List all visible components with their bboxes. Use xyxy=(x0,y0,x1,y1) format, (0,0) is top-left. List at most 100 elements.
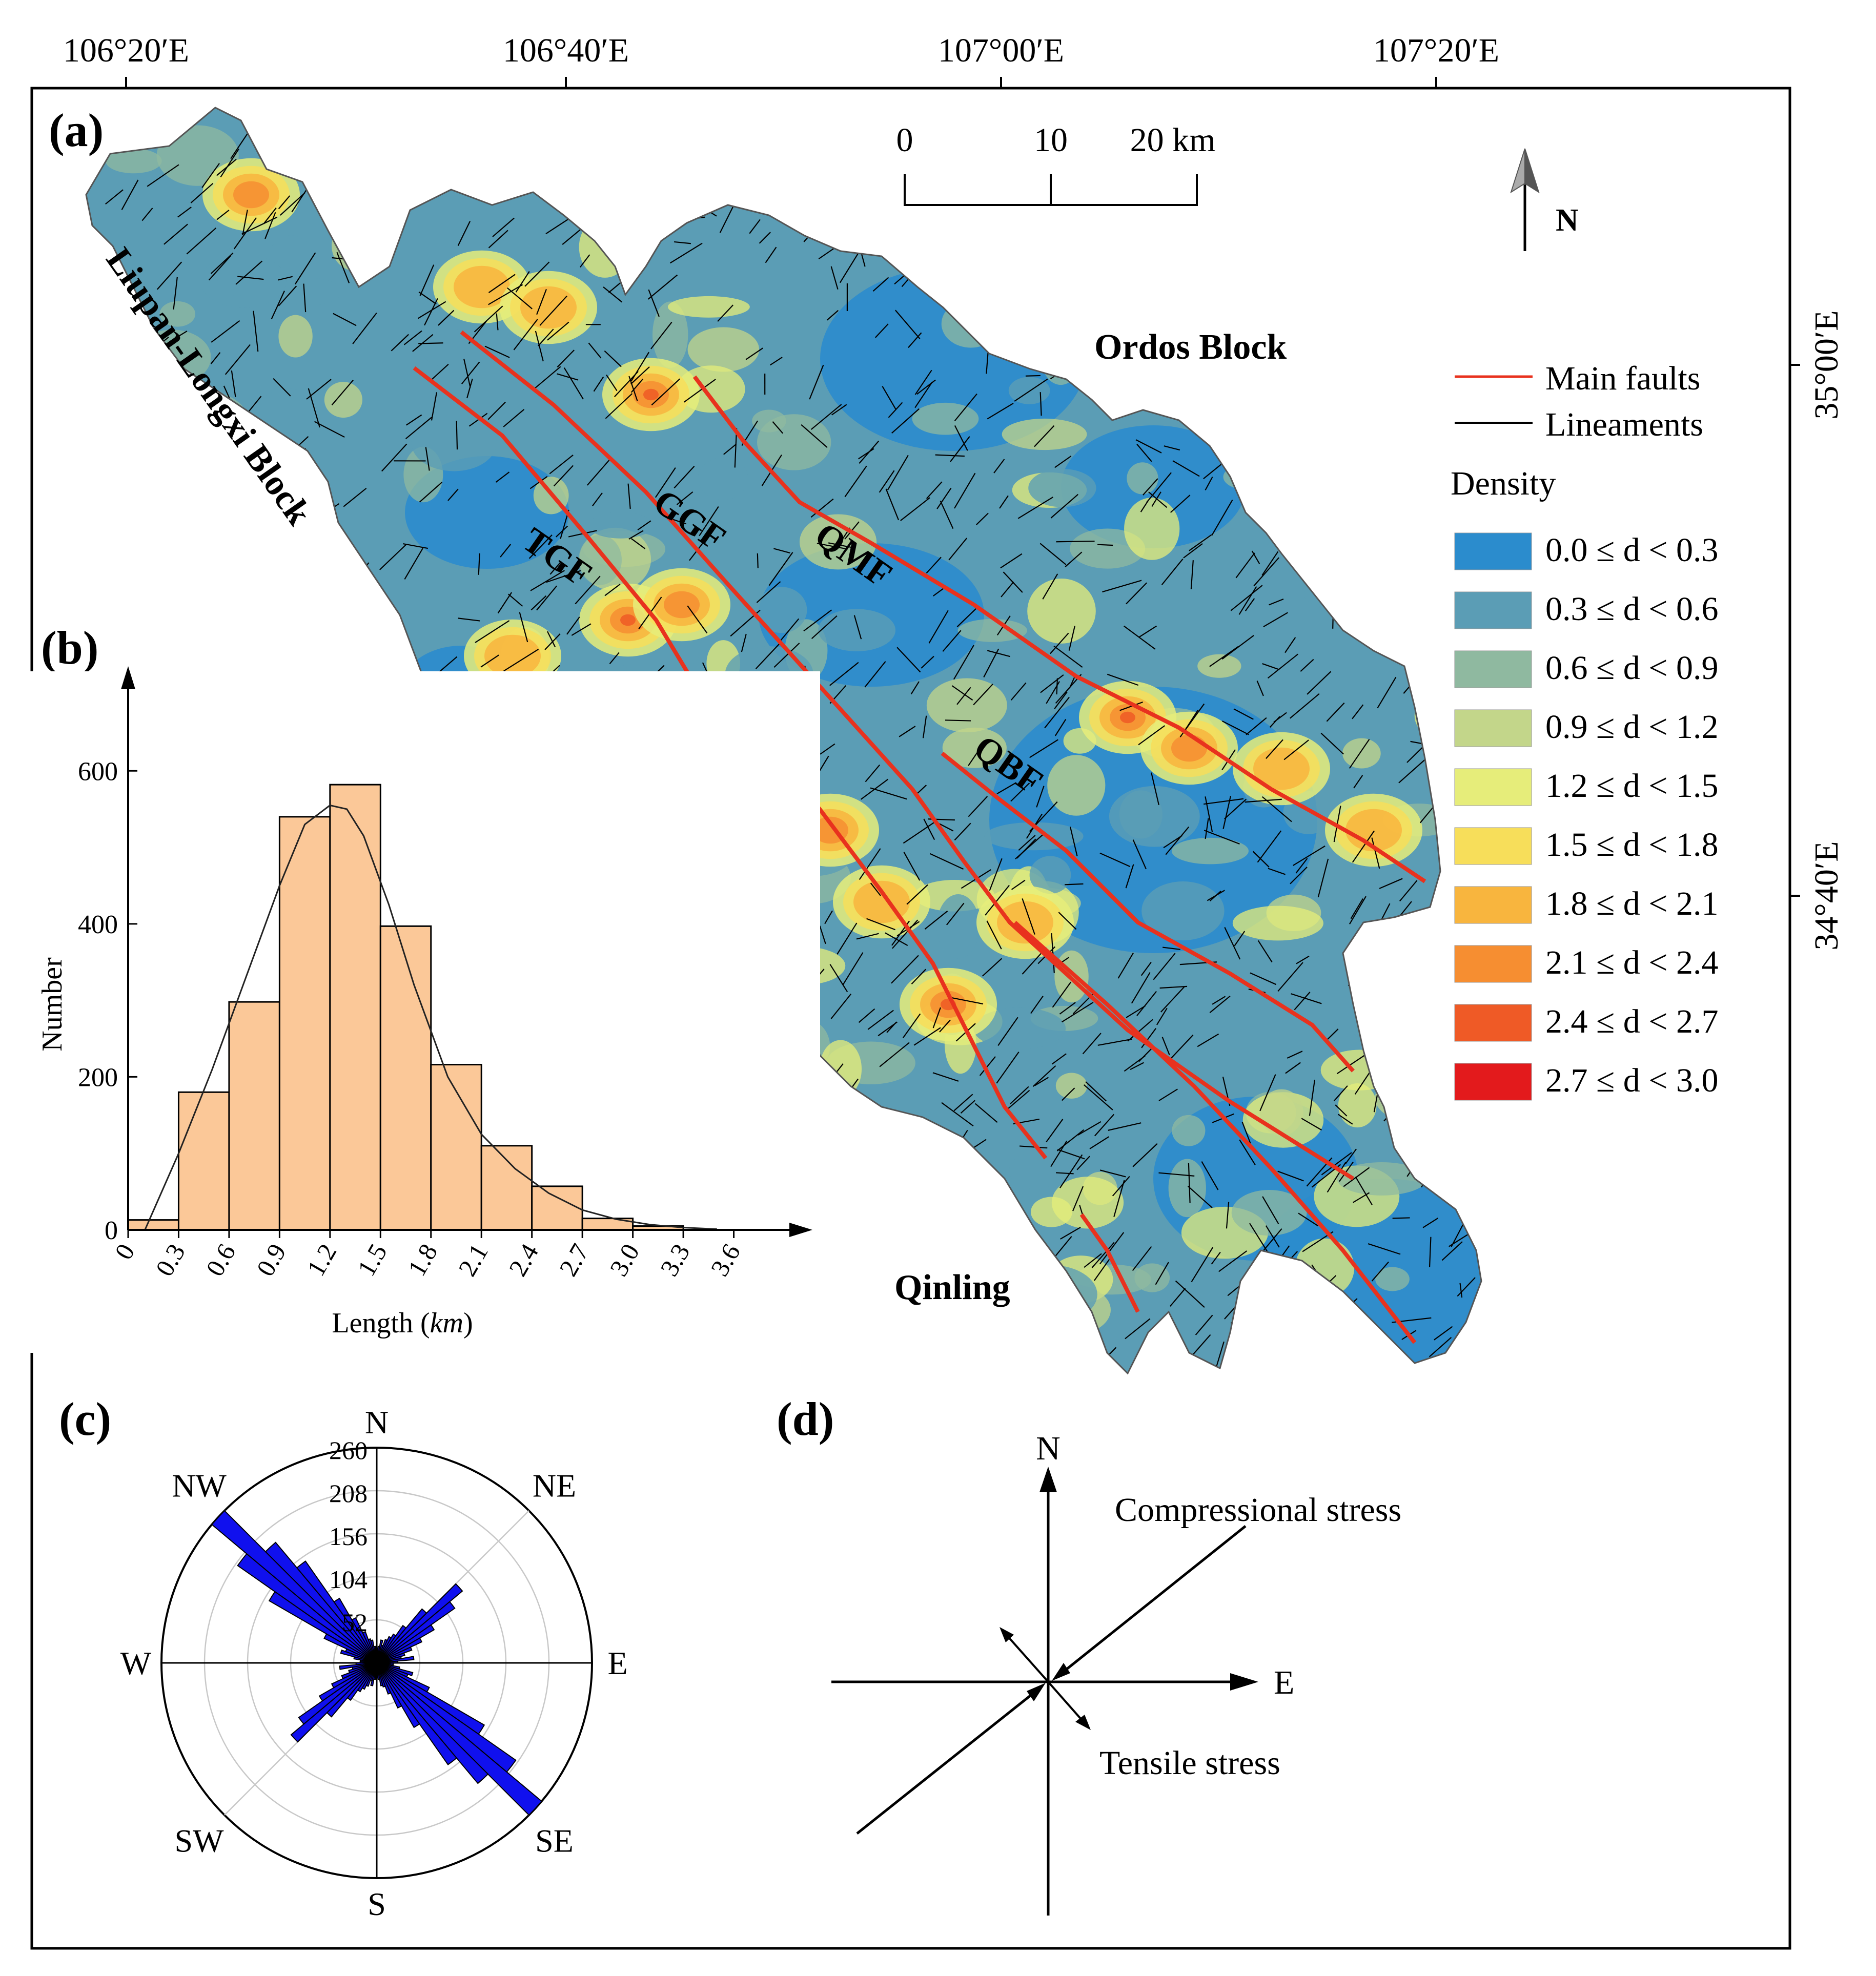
lineament xyxy=(1121,176,1135,192)
lineament xyxy=(1131,972,1151,1004)
legend-swatch xyxy=(1454,768,1532,806)
lineament xyxy=(953,645,974,680)
lineament xyxy=(1432,234,1440,254)
lineament xyxy=(990,325,1003,339)
rose-bar xyxy=(376,1662,458,1765)
lineament xyxy=(853,615,862,640)
lineament xyxy=(93,384,124,408)
lineament xyxy=(1349,896,1367,924)
stress-north-label: N xyxy=(1036,1430,1061,1467)
lineament xyxy=(152,517,173,544)
lineament xyxy=(391,334,409,352)
lineament xyxy=(941,1102,974,1127)
rose-bar xyxy=(376,1624,435,1663)
lineament xyxy=(1436,358,1458,380)
lineament xyxy=(1423,1148,1456,1172)
lineament xyxy=(1059,1002,1076,1015)
lineament xyxy=(842,952,864,985)
lineament xyxy=(761,109,777,128)
lineament xyxy=(892,197,912,220)
lineament xyxy=(338,560,351,574)
lineament xyxy=(842,232,853,244)
rose-bar xyxy=(376,1652,405,1663)
lineament xyxy=(1416,519,1444,529)
lineament xyxy=(926,481,943,499)
lineament xyxy=(1255,487,1277,523)
lineament xyxy=(903,821,936,844)
lineament xyxy=(1353,1192,1370,1203)
lineament xyxy=(317,534,339,555)
lineament xyxy=(791,195,814,208)
lineament xyxy=(772,421,784,434)
lineament xyxy=(940,500,954,529)
lineament xyxy=(603,286,623,303)
lineament xyxy=(896,647,921,673)
lon-tick-label: 106°40′E xyxy=(503,32,629,69)
lineament xyxy=(1287,1051,1303,1059)
lineament xyxy=(536,585,558,611)
lineament xyxy=(940,1207,951,1226)
legend-swatch xyxy=(1454,886,1532,924)
lineament xyxy=(135,493,155,514)
lineament xyxy=(985,884,1010,916)
lineament xyxy=(1082,146,1097,171)
lineament xyxy=(1129,366,1151,387)
lineament xyxy=(1203,798,1244,805)
lineament xyxy=(1462,1181,1480,1217)
lineament xyxy=(954,822,971,841)
lineament xyxy=(826,310,839,321)
lineament xyxy=(129,397,160,421)
lineament xyxy=(191,581,209,598)
lineament xyxy=(1289,1296,1300,1310)
lineament xyxy=(1286,214,1305,244)
lineament xyxy=(273,161,299,174)
lineament xyxy=(844,115,854,131)
lineament xyxy=(630,352,649,382)
lineament xyxy=(765,246,777,263)
lineament xyxy=(482,122,500,136)
lineament xyxy=(1452,1128,1475,1143)
lineament xyxy=(831,1217,854,1246)
lineament xyxy=(1158,1172,1195,1177)
lineament xyxy=(220,148,239,178)
lineament xyxy=(147,164,179,187)
legend-lineaments: Lineaments xyxy=(1545,406,1703,443)
legend-swatch xyxy=(1454,827,1532,865)
lineament xyxy=(824,1091,840,1094)
lineament xyxy=(1251,550,1260,564)
lineament xyxy=(1262,663,1280,670)
lineament xyxy=(698,203,714,213)
lineament xyxy=(1183,543,1203,559)
lineament xyxy=(1009,328,1033,348)
lineament xyxy=(592,492,603,506)
lineament xyxy=(1094,1259,1110,1281)
lineament xyxy=(913,1027,941,1046)
lineament xyxy=(211,320,240,343)
lineament xyxy=(1411,377,1448,384)
lineament xyxy=(1441,1241,1463,1261)
legend-swatch xyxy=(1454,591,1532,629)
lineament xyxy=(566,616,580,635)
lineament xyxy=(1103,247,1124,249)
lineament xyxy=(887,455,909,490)
lineament xyxy=(1371,1361,1399,1368)
lineament xyxy=(883,1161,907,1181)
lineament xyxy=(1245,598,1255,611)
lineament xyxy=(914,382,933,408)
lineament xyxy=(954,393,977,421)
lineament xyxy=(379,544,407,570)
lineament xyxy=(1317,858,1329,898)
lineament xyxy=(1018,1340,1029,1358)
lineament xyxy=(1355,1176,1373,1205)
lineament xyxy=(1175,1280,1205,1308)
scale-label: 20 km xyxy=(1130,121,1216,159)
lineament xyxy=(1106,196,1133,210)
rose-direction-label: W xyxy=(120,1645,152,1681)
lineament xyxy=(1287,1267,1307,1288)
lineament xyxy=(858,448,874,460)
lineament xyxy=(1169,1288,1186,1307)
lineament xyxy=(1327,1162,1347,1193)
lineament xyxy=(144,348,160,369)
lineament xyxy=(242,634,264,670)
